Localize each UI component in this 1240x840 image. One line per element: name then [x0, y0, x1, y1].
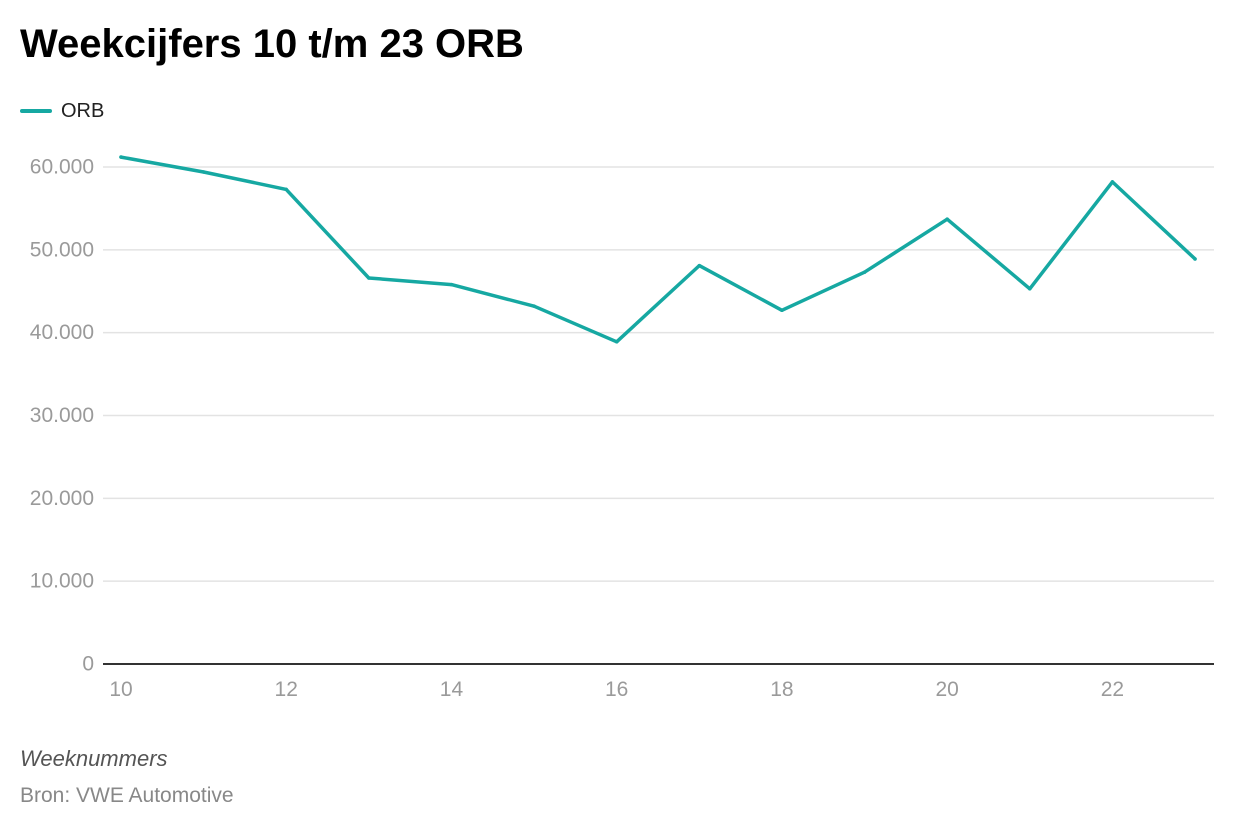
x-tick-label: 22 [1101, 678, 1124, 701]
data-point [119, 155, 123, 159]
y-tick-label: 40.000 [30, 321, 94, 344]
y-tick-label: 20.000 [30, 487, 94, 510]
x-tick-label: 20 [935, 678, 958, 701]
y-tick-label: 0 [82, 653, 94, 676]
legend: ORB [20, 98, 104, 124]
data-point [201, 170, 206, 174]
data-point [1110, 180, 1115, 184]
y-tick-label: 30.000 [30, 404, 94, 427]
y-tick-label: 60.000 [30, 156, 94, 179]
data-point [284, 187, 288, 192]
x-tick-label: 14 [440, 678, 464, 701]
legend-label: ORB [61, 99, 105, 122]
x-tick-label: 16 [605, 678, 628, 701]
chart-title: Weekcijfers 10 t/m 23 ORB [20, 22, 524, 66]
data-point [367, 276, 371, 280]
source-note: Bron: VWE Automotive [20, 784, 234, 807]
data-point [1193, 257, 1197, 261]
legend-swatch [20, 109, 52, 113]
y-tick-label: 10.000 [30, 570, 94, 593]
data-point [697, 263, 702, 268]
y-tick-label: 50.000 [30, 238, 94, 261]
gridlines [103, 166, 1214, 582]
data-point [1028, 287, 1032, 291]
data-point [449, 282, 454, 287]
x-tick-labels: 10 12 14 16 18 20 22 [109, 678, 1124, 701]
x-axis-label: Weeknummers [20, 746, 168, 771]
series-layer [119, 155, 1197, 344]
series-line-orb [119, 155, 1197, 344]
x-tick-label: 10 [109, 678, 132, 701]
data-point [614, 340, 619, 344]
x-tick-label: 18 [770, 678, 793, 701]
y-tick-labels: 0 10.000 20.000 30.000 40.000 50.000 60.000 [30, 156, 94, 676]
x-tick-label: 12 [275, 678, 298, 701]
data-point [532, 304, 536, 308]
data-point [945, 217, 949, 221]
data-point [862, 270, 867, 274]
data-point [780, 308, 784, 313]
